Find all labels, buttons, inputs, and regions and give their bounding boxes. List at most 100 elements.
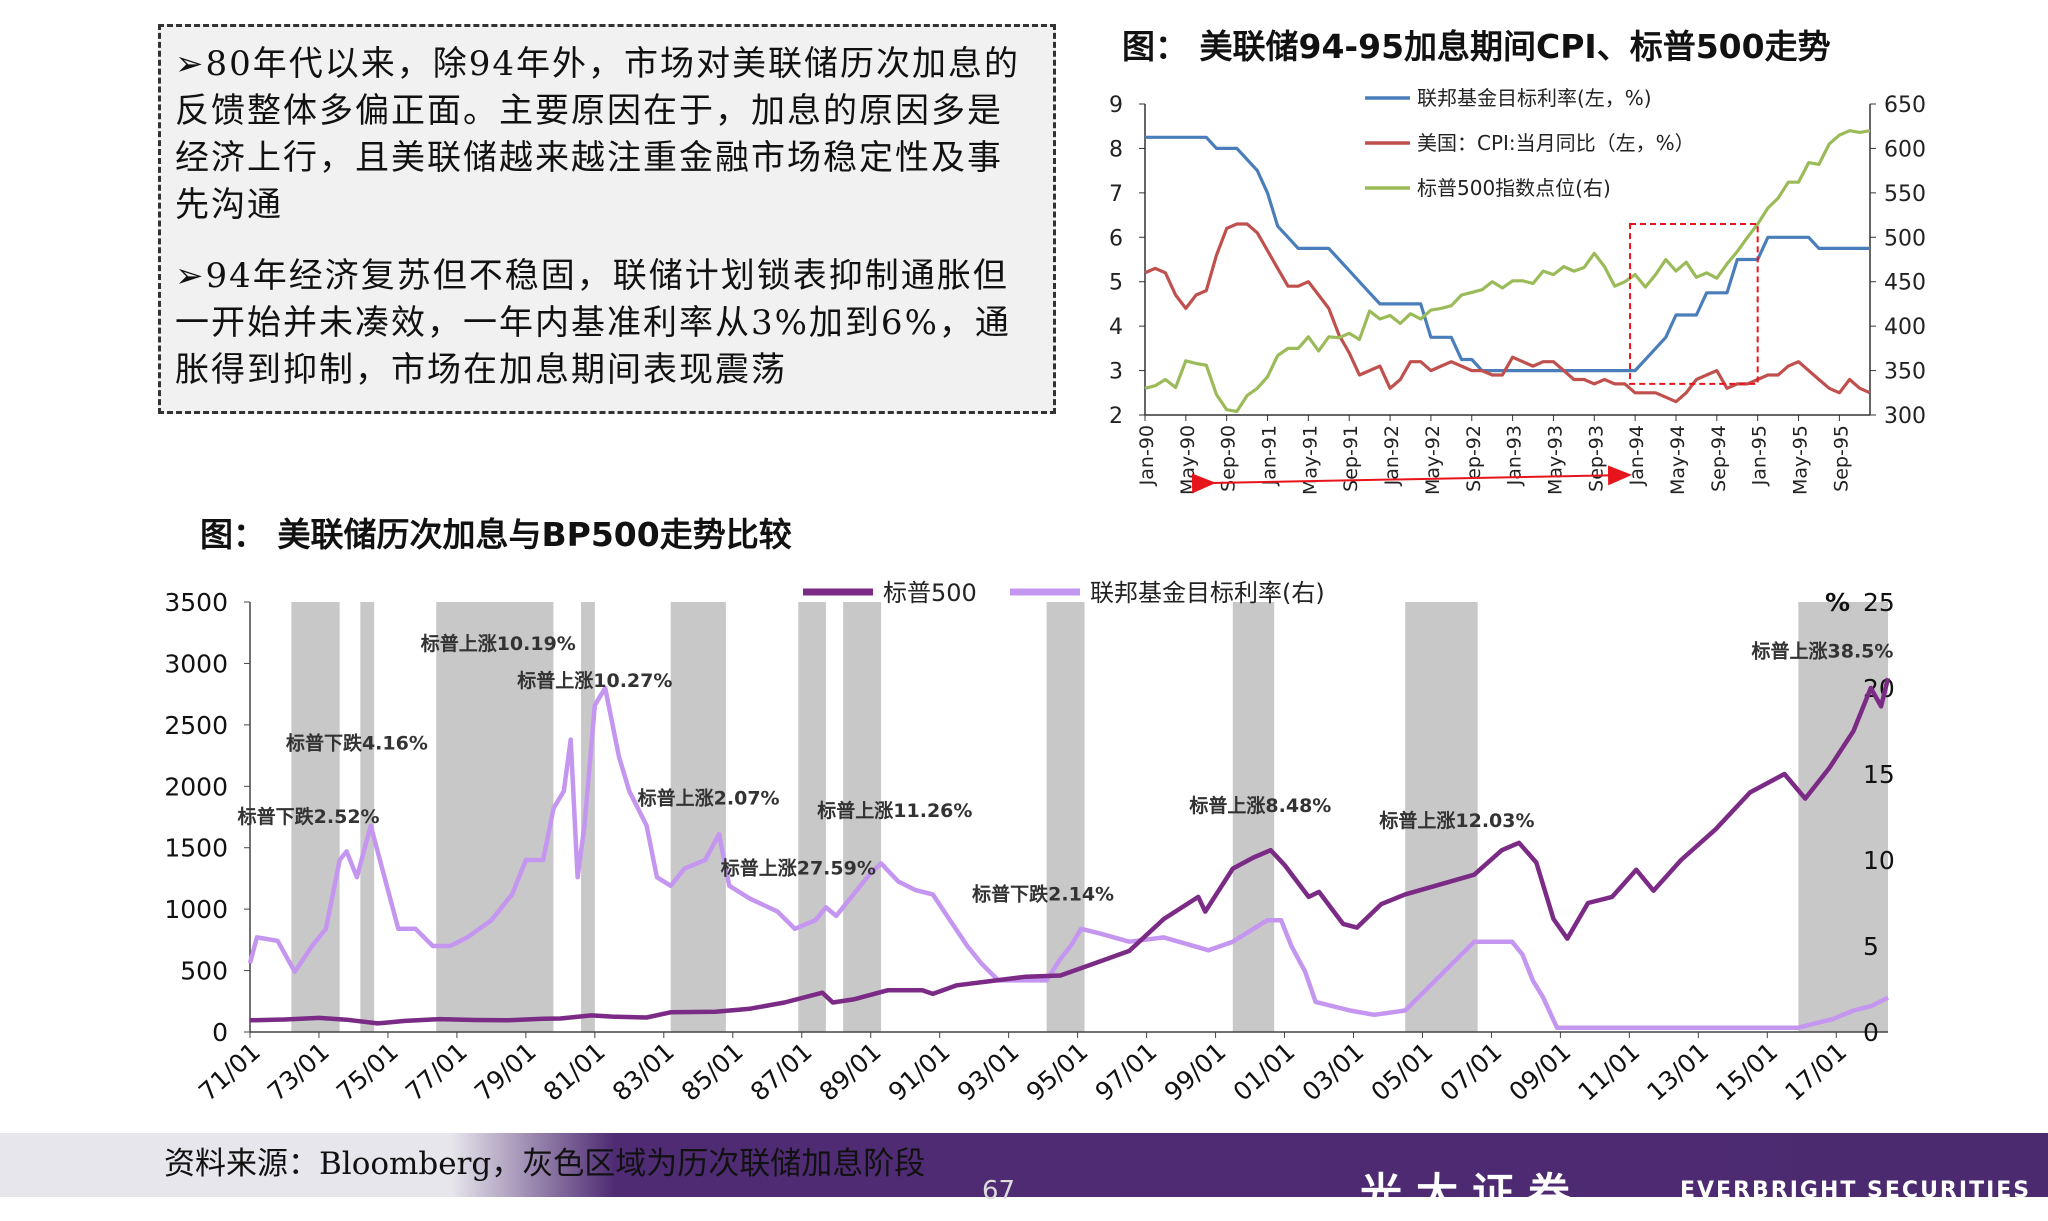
- x-tick-label: 79/01: [469, 1037, 542, 1107]
- legend-label-3: 标普500指数点位(右): [1417, 176, 1611, 200]
- x-tick-label: May-90: [1177, 425, 1199, 495]
- right-tick-label: 450: [1884, 271, 1926, 296]
- right-tick-label: 15: [1863, 760, 1895, 789]
- x-tick-label: 07/01: [1435, 1037, 1508, 1107]
- x-tick-label: Sep-92: [1463, 425, 1485, 492]
- data-annotation: 标普上涨8.48%: [1189, 794, 1331, 817]
- x-tick-label: Jan-95: [1749, 425, 1771, 486]
- left-tick-label: 6: [1109, 226, 1123, 251]
- x-tick-label: 99/01: [1159, 1037, 1232, 1107]
- left-tick-label: 8: [1109, 137, 1123, 162]
- x-tick-label: May-95: [1790, 425, 1812, 495]
- right-tick-label: 300: [1884, 404, 1926, 429]
- chart1-title: 图： 美联储94-95加息期间CPI、标普500走势: [1122, 27, 1831, 66]
- x-tick-label: 93/01: [952, 1037, 1025, 1107]
- x-tick-label: Jan-94: [1626, 425, 1648, 486]
- left-tick-label: 3500: [164, 588, 228, 617]
- x-tick-label: 09/01: [1503, 1037, 1576, 1107]
- x-tick-label: 17/01: [1779, 1037, 1852, 1107]
- hike-period-band: [1232, 602, 1275, 1032]
- x-tick-label: 01/01: [1228, 1037, 1301, 1107]
- data-annotation: 标普下跌2.14%: [972, 883, 1114, 906]
- chart1-cpi-sp500-1994: 2 3 4 5 6 7 8 9 300 350 400 450 500 550 600 650 Jan-90 Ma…: [1109, 86, 1926, 495]
- left-tick-label: 5: [1109, 271, 1123, 296]
- x-tick-label: 03/01: [1297, 1037, 1370, 1107]
- x-tick-label: 91/01: [883, 1037, 956, 1107]
- right-tick-label: 600: [1884, 137, 1926, 162]
- x-tick-label: 97/01: [1090, 1037, 1163, 1107]
- source-note: 资料来源：Bloomberg，灰色区域为历次联储加息阶段: [164, 1146, 926, 1182]
- x-tick-label: 85/01: [676, 1037, 749, 1107]
- left-tick-label: 1500: [164, 834, 228, 863]
- x-tick-label: May-94: [1667, 425, 1689, 495]
- x-tick-label: May-92: [1422, 425, 1444, 495]
- page-number: 67: [982, 1176, 1016, 1206]
- hike-period-band: [1046, 602, 1085, 1032]
- right-tick-label: 10: [1863, 846, 1895, 875]
- x-tick-label: 95/01: [1021, 1037, 1094, 1107]
- series-line-3: [1144, 129, 1871, 413]
- hike-period-band: [360, 602, 375, 1032]
- left-tick-label: 500: [180, 957, 228, 986]
- hike-period-band: [798, 602, 826, 1032]
- x-tick-label: Jan-90: [1136, 425, 1158, 486]
- right-tick-label: 350: [1884, 360, 1926, 385]
- series-line-fed-rate: [247, 685, 1890, 1030]
- left-tick-label: 1000: [164, 895, 228, 924]
- x-tick-label: 77/01: [400, 1037, 473, 1107]
- brand-name-en: EVERBRIGHT SECURITIES: [1680, 1178, 2032, 1203]
- x-tick-label: Sep-91: [1340, 425, 1362, 492]
- x-tick-label: Sep-90: [1218, 425, 1240, 492]
- left-tick-label: 3000: [164, 649, 228, 678]
- hike-period-band: [291, 602, 340, 1032]
- x-tick-label: 71/01: [193, 1037, 266, 1107]
- left-tick-label: 7: [1109, 182, 1123, 207]
- chart2-hikes-vs-sp500: 05001000150020002500300035000510152025%7…: [164, 579, 1895, 1107]
- x-tick-label: 89/01: [814, 1037, 887, 1107]
- data-annotation: 标普上涨12.03%: [1379, 809, 1534, 832]
- legend-label-2: 美国：CPI:当月同比（左，%）: [1417, 131, 1695, 155]
- left-tick-label: 2000: [164, 772, 228, 801]
- x-tick-label: Sep-95: [1830, 425, 1852, 492]
- legend-label-sp500: 标普500: [883, 579, 977, 607]
- right-tick-label: 400: [1884, 315, 1926, 340]
- x-tick-label: 73/01: [262, 1037, 335, 1107]
- left-tick-label: 0: [212, 1018, 228, 1047]
- hike-period-band: [581, 602, 595, 1032]
- chart2-title: 图： 美联储历次加息与BP500走势比较: [200, 515, 792, 554]
- highlight-box-1994: [1629, 222, 1759, 385]
- right-tick-label: 550: [1884, 182, 1926, 207]
- right-tick-label: 25: [1863, 588, 1895, 617]
- left-tick-label: 2500: [164, 711, 228, 740]
- hike-period-band: [1405, 602, 1478, 1032]
- data-annotation: 标普上涨38.5%: [1752, 639, 1894, 662]
- right-tick-label: 500: [1884, 226, 1926, 251]
- legend-label-1: 联邦基金目标利率(左，%): [1417, 86, 1652, 110]
- x-tick-label: 15/01: [1710, 1037, 1783, 1107]
- summary-textbox: ➢80年代以来，除94年外，市场对美联储历次加息的反馈整体多偏正面。主要原因在于…: [158, 24, 1056, 414]
- left-tick-label: 4: [1109, 315, 1123, 340]
- x-tick-label: Jan-93: [1504, 425, 1526, 486]
- hike-period-band: [436, 602, 554, 1032]
- data-annotation: 标普上涨2.07%: [638, 787, 780, 810]
- left-tick-label: 9: [1109, 93, 1123, 118]
- series-line-2: [1144, 222, 1871, 404]
- x-tick-label: May-91: [1299, 425, 1321, 495]
- x-tick-label: 13/01: [1641, 1037, 1714, 1107]
- series-line-sp500: [249, 677, 1891, 1026]
- data-annotation: 标普下跌4.16%: [286, 731, 428, 754]
- legend-label-fed-rate: 联邦基金目标利率(右): [1090, 579, 1325, 607]
- x-tick-label: 05/01: [1366, 1037, 1439, 1107]
- data-annotation: 标普上涨10.19%: [421, 632, 576, 655]
- x-tick-label: Jan-91: [1259, 425, 1281, 486]
- x-tick-label: May-93: [1544, 425, 1566, 495]
- left-tick-label: 2: [1109, 404, 1123, 429]
- right-axis-unit: %: [1825, 588, 1850, 617]
- hike-period-band: [1798, 602, 1888, 1032]
- x-tick-label: 81/01: [538, 1037, 611, 1107]
- data-annotation: 标普上涨10.27%: [517, 669, 672, 692]
- data-annotation: 标普下跌2.52%: [238, 805, 380, 828]
- x-tick-label: Sep-94: [1708, 425, 1730, 492]
- right-tick-label: 5: [1863, 932, 1879, 961]
- hike-period-band: [670, 602, 726, 1032]
